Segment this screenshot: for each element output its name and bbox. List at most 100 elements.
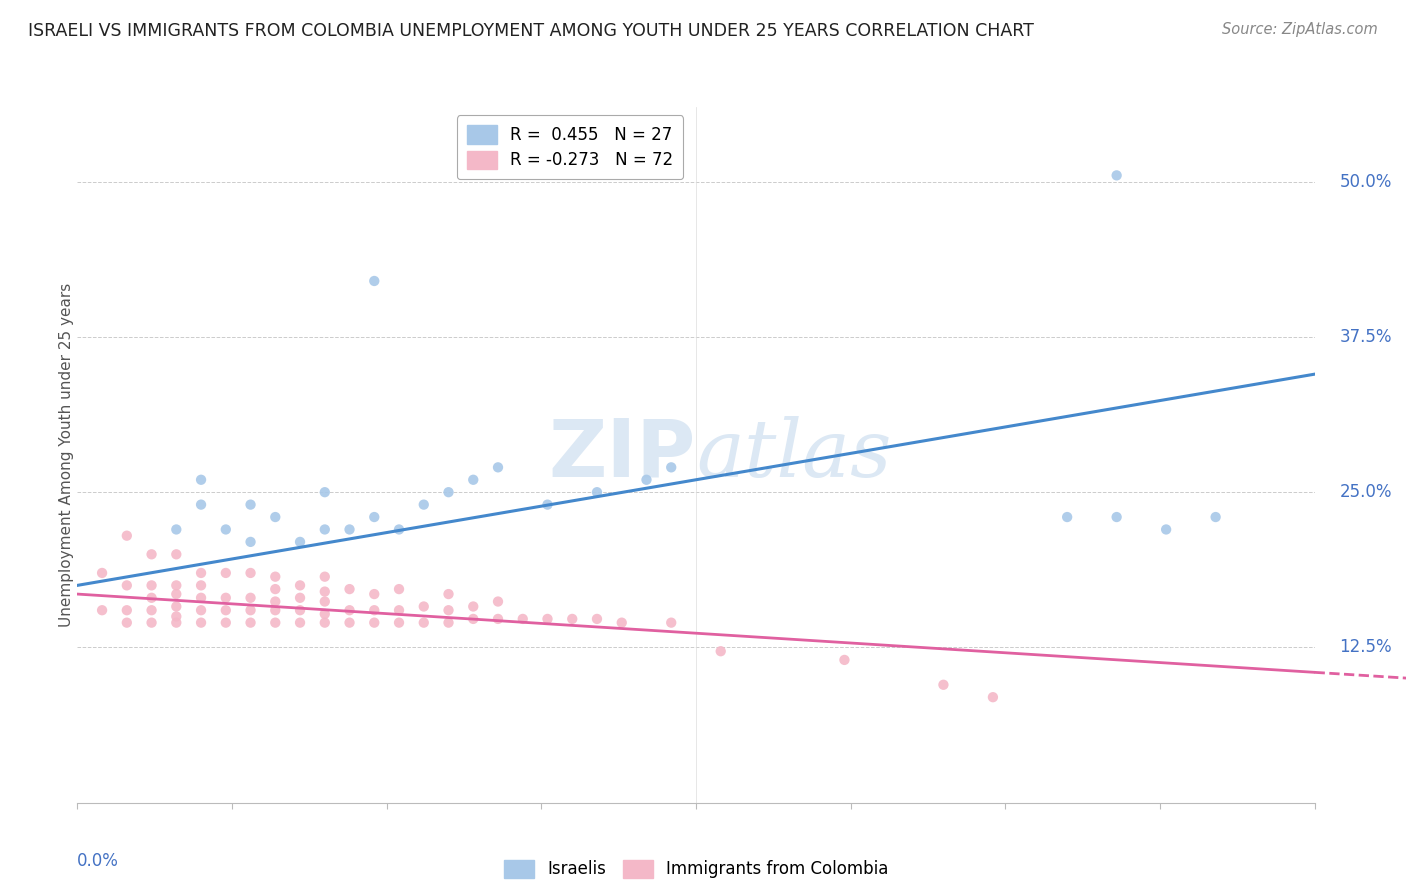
- Text: 0.0%: 0.0%: [77, 852, 120, 870]
- Point: [1105, 169, 1128, 183]
- Point: [239, 566, 262, 580]
- Point: [314, 485, 336, 500]
- Point: [536, 612, 558, 626]
- Point: [486, 612, 509, 626]
- Point: [437, 485, 460, 500]
- Point: [512, 612, 534, 626]
- Point: [288, 535, 311, 549]
- Point: [314, 594, 336, 608]
- Point: [190, 615, 212, 630]
- Point: [1154, 523, 1177, 537]
- Text: ZIP: ZIP: [548, 416, 696, 494]
- Point: [586, 485, 609, 500]
- Point: [834, 653, 856, 667]
- Point: [437, 615, 460, 630]
- Point: [215, 591, 238, 605]
- Point: [264, 510, 287, 524]
- Point: [115, 615, 138, 630]
- Point: [437, 587, 460, 601]
- Point: [1056, 510, 1078, 524]
- Point: [215, 615, 238, 630]
- Point: [339, 523, 361, 537]
- Point: [165, 523, 187, 537]
- Point: [141, 591, 163, 605]
- Point: [363, 615, 385, 630]
- Point: [165, 578, 187, 592]
- Point: [314, 523, 336, 537]
- Point: [115, 603, 138, 617]
- Point: [190, 566, 212, 580]
- Point: [141, 615, 163, 630]
- Point: [215, 523, 238, 537]
- Point: [463, 473, 485, 487]
- Point: [388, 523, 411, 537]
- Point: [314, 615, 336, 630]
- Text: 12.5%: 12.5%: [1340, 639, 1392, 657]
- Point: [363, 274, 385, 288]
- Point: [932, 678, 955, 692]
- Point: [264, 570, 287, 584]
- Point: [710, 644, 733, 658]
- Point: [314, 607, 336, 621]
- Point: [165, 547, 187, 561]
- Point: [363, 587, 385, 601]
- Point: [239, 603, 262, 617]
- Legend: Israelis, Immigrants from Colombia: Israelis, Immigrants from Colombia: [496, 853, 896, 885]
- Point: [239, 591, 262, 605]
- Point: [463, 612, 485, 626]
- Text: ISRAELI VS IMMIGRANTS FROM COLOMBIA UNEMPLOYMENT AMONG YOUTH UNDER 25 YEARS CORR: ISRAELI VS IMMIGRANTS FROM COLOMBIA UNEM…: [28, 22, 1033, 40]
- Point: [165, 609, 187, 624]
- Point: [264, 594, 287, 608]
- Point: [165, 599, 187, 614]
- Point: [339, 603, 361, 617]
- Point: [486, 460, 509, 475]
- Point: [536, 498, 558, 512]
- Point: [288, 615, 311, 630]
- Point: [288, 591, 311, 605]
- Point: [314, 584, 336, 599]
- Point: [388, 615, 411, 630]
- Point: [412, 498, 434, 512]
- Point: [91, 566, 114, 580]
- Point: [239, 498, 262, 512]
- Point: [388, 603, 411, 617]
- Point: [659, 615, 682, 630]
- Point: [190, 498, 212, 512]
- Point: [636, 473, 658, 487]
- Point: [412, 615, 434, 630]
- Point: [363, 603, 385, 617]
- Text: atlas: atlas: [696, 417, 891, 493]
- Point: [486, 594, 509, 608]
- Point: [165, 587, 187, 601]
- Point: [1205, 510, 1227, 524]
- Point: [264, 615, 287, 630]
- Point: [437, 603, 460, 617]
- Point: [314, 570, 336, 584]
- Y-axis label: Unemployment Among Youth under 25 years: Unemployment Among Youth under 25 years: [59, 283, 73, 627]
- Point: [239, 535, 262, 549]
- Point: [239, 615, 262, 630]
- Point: [288, 578, 311, 592]
- Point: [215, 603, 238, 617]
- Point: [264, 582, 287, 596]
- Point: [659, 460, 682, 475]
- Point: [91, 603, 114, 617]
- Point: [339, 615, 361, 630]
- Point: [190, 603, 212, 617]
- Point: [388, 582, 411, 596]
- Point: [215, 566, 238, 580]
- Point: [981, 690, 1004, 705]
- Point: [288, 603, 311, 617]
- Text: Source: ZipAtlas.com: Source: ZipAtlas.com: [1222, 22, 1378, 37]
- Point: [190, 578, 212, 592]
- Point: [141, 603, 163, 617]
- Text: 50.0%: 50.0%: [1340, 172, 1392, 191]
- Point: [115, 529, 138, 543]
- Point: [586, 612, 609, 626]
- Point: [115, 578, 138, 592]
- Point: [190, 591, 212, 605]
- Point: [363, 510, 385, 524]
- Text: 25.0%: 25.0%: [1340, 483, 1392, 501]
- Point: [561, 612, 583, 626]
- Point: [463, 599, 485, 614]
